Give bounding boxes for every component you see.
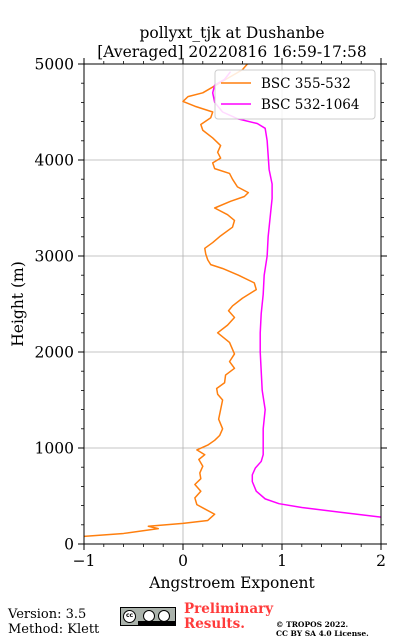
chart-title-line-1: pollyxt_tjk at Dushanbe [139,24,324,42]
preliminary-line-1: Preliminary [184,601,274,617]
copyright-text: © TROPOS 2022. CC BY SA 4.0 License. [276,620,369,638]
legend-label-bsc-355-532: BSC 355-532 [261,76,351,92]
y-tick-label: 2000 [35,344,74,362]
legend-box [214,69,376,120]
cc-icon: cc [123,610,136,623]
y-tick-label: 0 [64,536,74,554]
grid [84,64,381,544]
version-text: Version: 3.5 [8,607,87,622]
y-axis-label: Height (m) [9,261,27,347]
cc-badge-strip [138,621,175,625]
y-tick-label: 3000 [35,248,74,266]
preliminary-line-2: Results. [184,616,245,632]
x-tick-label: −1 [73,552,96,570]
ticks [78,58,387,550]
x-tick-label: 1 [277,552,287,570]
series-layer [84,64,381,538]
legend: BSC 355-532 BSC 532-1064 [214,69,376,120]
copyright-line-2: CC BY SA 4.0 License. [276,629,369,638]
x-tick-label: 0 [178,552,188,570]
y-tick-label: 1000 [35,440,74,458]
chart-title-line-2: [Averaged] 20220816 16:59-17:58 [97,43,367,61]
y-tick-label: 5000 [35,56,74,74]
copyright-line-1: © TROPOS 2022. [276,620,349,629]
series-line-bsc-532-1064 [211,71,381,518]
legend-label-bsc-532-1064: BSC 532-1064 [261,97,359,113]
y-tick-label: 4000 [35,152,74,170]
preliminary-results-text: Preliminary Results. [184,602,273,632]
cc-by-sa-badge: cc [120,607,176,626]
method-text: Method: Klett [8,622,100,637]
x-tick-label: 2 [376,552,386,570]
series-line-bsc-355-532 [84,64,258,538]
plot-frame [83,63,382,545]
x-axis-label: Angstroem Exponent [148,574,315,592]
chart: pollyxt_tjk at Dushanbe [Averaged] 20220… [9,24,387,592]
